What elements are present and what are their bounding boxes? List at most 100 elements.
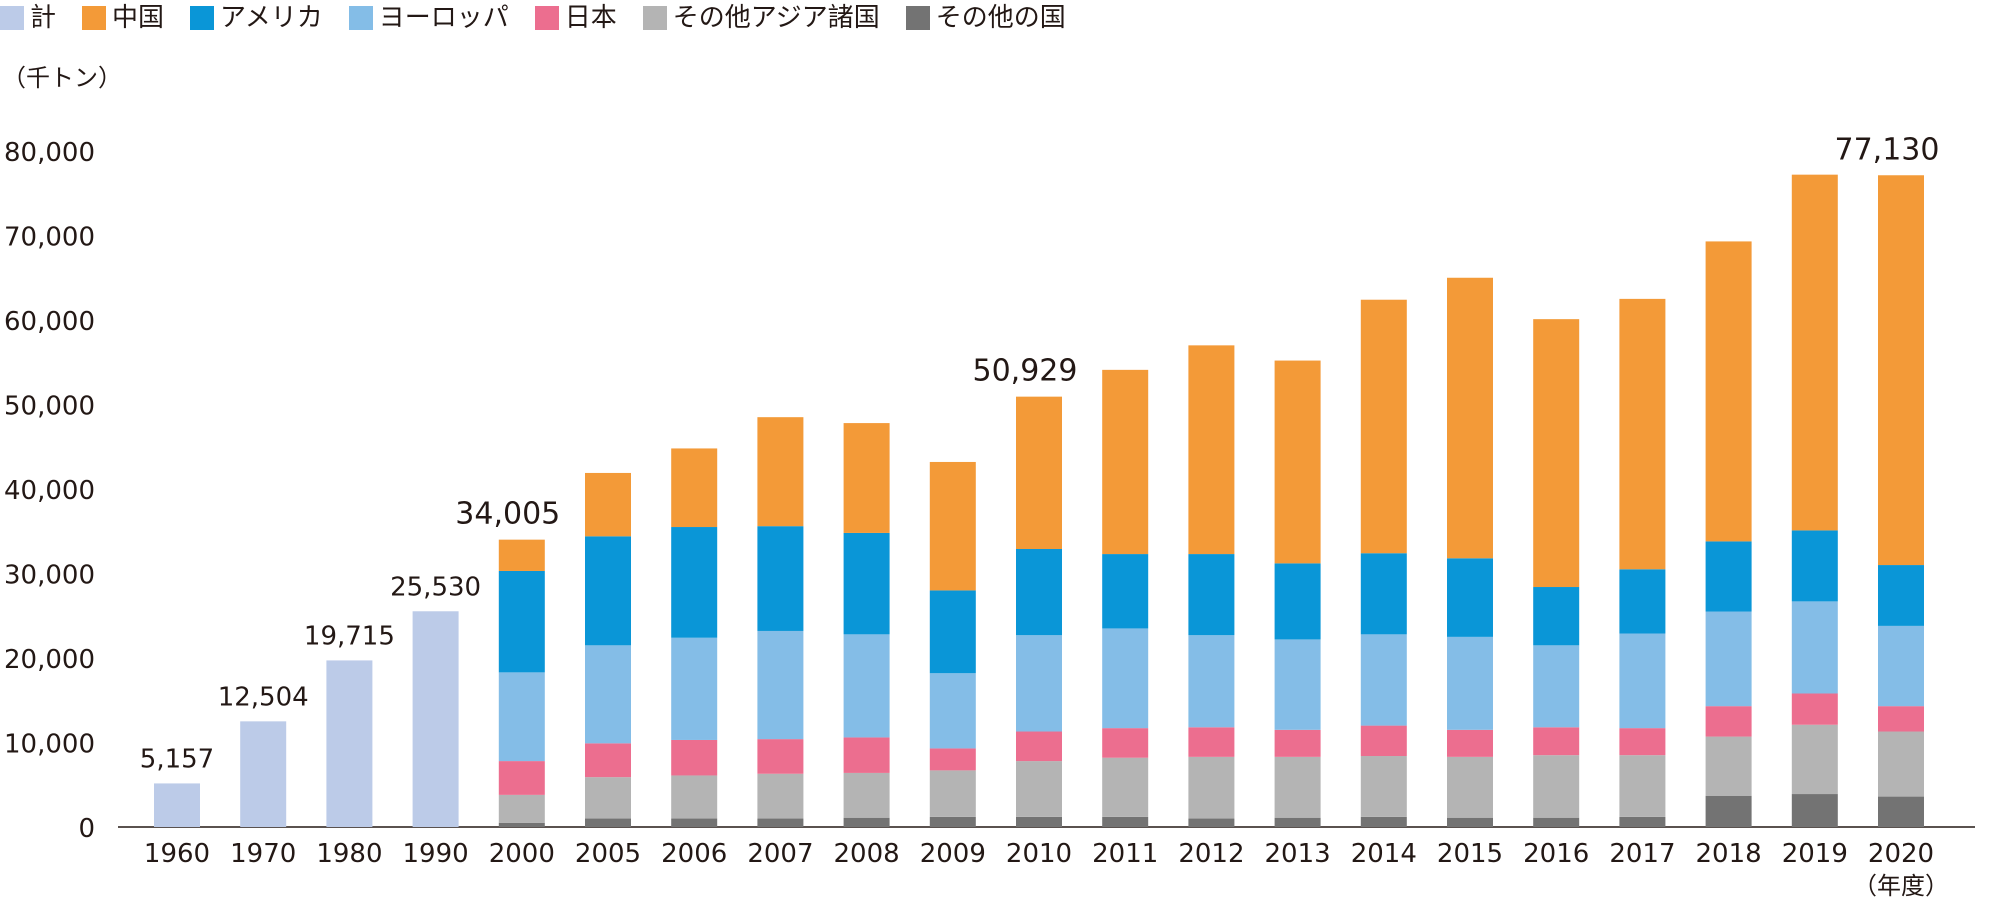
bar-segment — [1878, 625, 1924, 707]
bar-segment — [1447, 636, 1493, 730]
total-data-label: 19,715 — [304, 621, 395, 651]
bar-segment — [671, 818, 718, 827]
bar-segment — [1360, 634, 1407, 726]
bar-segment — [1274, 563, 1321, 640]
bar-segment — [1619, 816, 1666, 827]
y-tick-label: 60,000 — [4, 307, 95, 337]
bar-segment — [154, 783, 200, 827]
x-tick-label: 2018 — [1696, 839, 1762, 869]
bar-segment — [1360, 756, 1407, 817]
legend-swatch — [190, 6, 215, 30]
x-tick-label: 1980 — [316, 839, 382, 869]
legend-swatch — [905, 6, 930, 30]
bar-segment — [1188, 818, 1235, 827]
bar-segment — [1533, 817, 1580, 827]
bar-segment — [1102, 628, 1149, 729]
x-tick-label: 2017 — [1609, 839, 1675, 869]
bar-segment — [1102, 816, 1149, 827]
bar-segment — [1533, 587, 1580, 646]
bar-segment — [1102, 369, 1149, 555]
y-tick-label: 10,000 — [4, 730, 95, 760]
total-data-label: 34,005 — [455, 497, 560, 532]
bar-segment — [1791, 724, 1838, 795]
bar-segment — [1533, 645, 1580, 728]
bar-segment — [929, 770, 976, 817]
x-tick-label: 2005 — [575, 839, 641, 869]
x-tick-label: 2012 — [1178, 839, 1244, 869]
x-tick-label: 2016 — [1523, 839, 1589, 869]
bar-segment — [585, 472, 631, 537]
legend-label: 計 — [30, 3, 57, 33]
legend-item: アメリカ — [190, 3, 323, 33]
bar-segment — [1188, 554, 1235, 636]
bar-segment — [1447, 756, 1493, 818]
bar-segment — [929, 816, 976, 827]
bar-segment — [498, 672, 545, 762]
total-data-label: 5,157 — [140, 744, 214, 774]
legend-swatch — [642, 6, 667, 30]
total-data-label: 12,504 — [218, 682, 309, 712]
bar-segment — [1188, 635, 1235, 728]
bar-segment — [1274, 756, 1321, 818]
x-tick-label: 2015 — [1437, 839, 1503, 869]
bar-segment — [843, 817, 890, 827]
bar-segment — [1360, 725, 1407, 757]
bar-segment — [1360, 299, 1407, 554]
y-tick-label: 50,000 — [4, 392, 95, 422]
x-axis-label: （年度） — [1853, 872, 1949, 900]
bar-segment — [1791, 601, 1838, 694]
bar-segment — [585, 818, 631, 827]
bar-segment — [1102, 728, 1149, 758]
bar-segment — [498, 761, 545, 795]
x-tick-label: 1970 — [230, 839, 296, 869]
bar-segment — [1274, 360, 1321, 564]
legend-item: 日本 — [534, 3, 617, 33]
legend-label: その他アジア諸国 — [672, 3, 880, 33]
bar-segment — [1447, 817, 1493, 827]
legend-item: ヨーロッパ — [348, 3, 509, 33]
x-tick-label: 1960 — [144, 839, 210, 869]
bar-segment — [929, 673, 976, 749]
bar-segment — [1705, 241, 1752, 542]
bar-segment — [585, 645, 631, 744]
x-tick-label: 2013 — [1265, 839, 1331, 869]
bar-segment — [757, 773, 804, 819]
bar-segment — [757, 818, 804, 827]
y-tick-label: 0 — [78, 814, 95, 844]
bar-segment — [1878, 706, 1924, 732]
bar-segment — [1533, 755, 1580, 818]
bar-segment — [1016, 635, 1062, 732]
bar-segment — [1447, 558, 1493, 637]
bar-segment — [1619, 755, 1666, 817]
bar-segment — [757, 630, 804, 740]
total-data-label: 25,530 — [390, 572, 481, 602]
bar-segment — [671, 739, 718, 776]
bar-segment — [1619, 728, 1666, 756]
bar-segment — [1791, 794, 1838, 827]
bar-segment — [1016, 548, 1062, 636]
bar-segment — [498, 794, 545, 823]
legend-swatch — [348, 6, 373, 30]
bar-segment — [1619, 633, 1666, 729]
bar-segment — [843, 634, 890, 738]
bar-segment — [1791, 174, 1838, 531]
bar-segment — [585, 536, 631, 646]
total-data-label: 77,130 — [1835, 132, 1940, 167]
x-tick-label: 2008 — [834, 839, 900, 869]
x-tick-label: 2009 — [920, 839, 986, 869]
y-axis-unit-label: （千トン） — [2, 64, 122, 92]
total-data-label: 50,929 — [973, 354, 1078, 389]
bar-segment — [1016, 396, 1062, 549]
bar-segment — [1102, 554, 1149, 629]
bar-segment — [843, 772, 890, 818]
x-tick-label: 1990 — [403, 839, 469, 869]
bar-segment — [671, 637, 718, 740]
bar-segment — [498, 539, 545, 571]
x-tick-label: 2014 — [1351, 839, 1417, 869]
bar-segment — [1619, 298, 1666, 570]
legend-label: アメリカ — [220, 3, 323, 33]
chart-legend: 計 中国 アメリカ ヨーロッパ 日本 その他アジア諸国 その他の国 — [0, 0, 1092, 36]
x-tick-label: 2006 — [661, 839, 727, 869]
bar-segment — [671, 527, 718, 638]
